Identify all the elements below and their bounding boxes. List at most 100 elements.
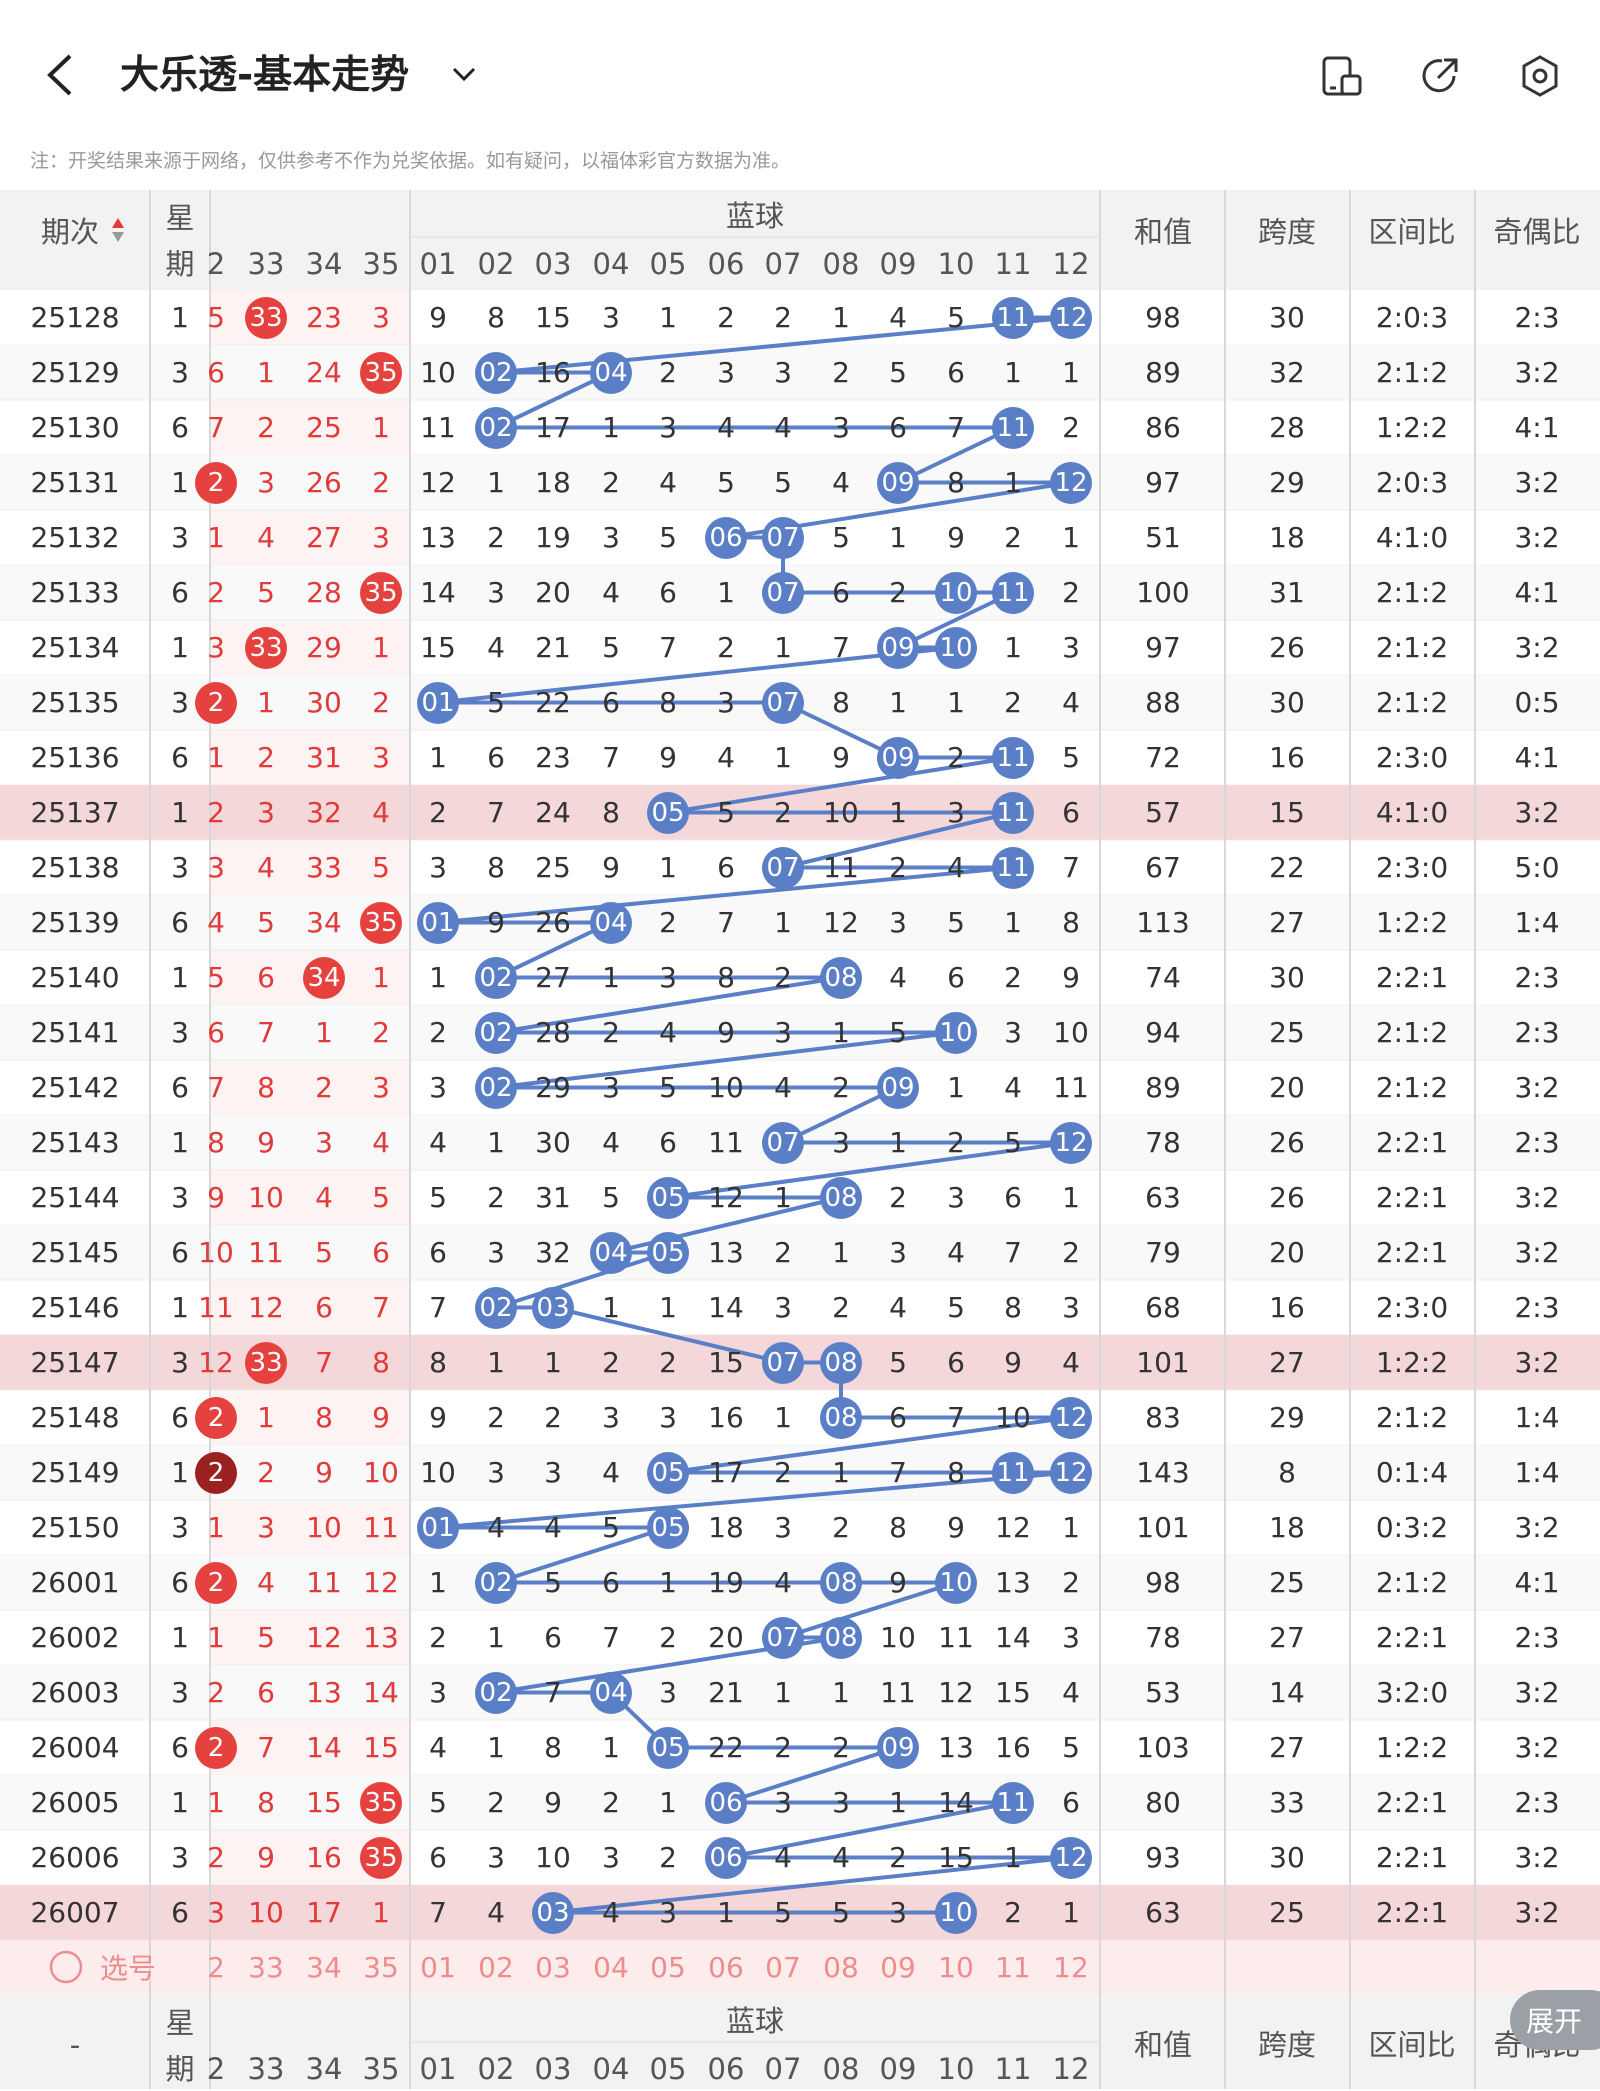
stat-cell: 98 bbox=[1145, 301, 1181, 334]
share-icon[interactable] bbox=[1418, 54, 1462, 98]
stat-cell: 29 bbox=[1269, 466, 1305, 499]
select-red-cell[interactable]: 35 bbox=[363, 1950, 399, 1984]
blue-miss-cell: 6 bbox=[602, 1566, 620, 1599]
select-blue-cell[interactable]: 10 bbox=[938, 1950, 974, 1984]
blue-miss-cell: 2 bbox=[1062, 1236, 1080, 1269]
page-title[interactable]: 大乐透-基本走势 bbox=[120, 53, 410, 98]
red-cell: 6 bbox=[257, 1676, 275, 1709]
blue-col-header: 04 bbox=[592, 247, 630, 281]
red-cell: 2 bbox=[195, 681, 237, 724]
back-icon[interactable] bbox=[40, 50, 80, 100]
blue-ball: 05 bbox=[647, 1231, 689, 1274]
stat-cell: 30 bbox=[1269, 301, 1305, 334]
blue-miss-cell: 2 bbox=[832, 1511, 850, 1544]
trend-line bbox=[437, 645, 957, 705]
select-red-cell[interactable]: 34 bbox=[306, 1950, 342, 1984]
select-blue-cell[interactable]: 09 bbox=[880, 1950, 916, 1984]
sort-icon[interactable] bbox=[110, 216, 126, 244]
stat-cell: 113 bbox=[1136, 906, 1190, 939]
blue-miss-cell: 3 bbox=[717, 356, 735, 389]
select-blue-cell[interactable]: 03 bbox=[535, 1950, 571, 1984]
expand-button[interactable]: 展开 bbox=[1510, 1990, 1600, 2050]
stat-cell: 2:2:1 bbox=[1375, 1896, 1449, 1929]
blue-miss-cell: 5 bbox=[602, 1511, 620, 1544]
stat-cell: 2:2:1 bbox=[1375, 1126, 1449, 1159]
blue-miss-cell: 4 bbox=[659, 1016, 677, 1049]
blue-miss-cell: 18 bbox=[708, 1511, 744, 1544]
week-cell: 1 bbox=[171, 1786, 189, 1819]
week-cell: 6 bbox=[171, 906, 189, 939]
stat-cell: 78 bbox=[1145, 1621, 1181, 1654]
red-cell: 17 bbox=[306, 1896, 342, 1929]
period-header[interactable]: 期次 bbox=[40, 215, 99, 249]
blue-miss-cell: 3 bbox=[889, 906, 907, 939]
blue-miss-cell: 2 bbox=[1062, 1566, 1080, 1599]
select-blue-cell[interactable]: 01 bbox=[420, 1950, 456, 1984]
red-col-header: 35 bbox=[362, 247, 400, 281]
blue-miss-cell: 1 bbox=[659, 1786, 677, 1819]
red-col-header: 2 bbox=[206, 247, 226, 281]
blue-ball: 09 bbox=[877, 626, 919, 669]
blue-miss-cell: 1 bbox=[1062, 521, 1080, 554]
select-blue-cell[interactable]: 11 bbox=[995, 1950, 1031, 1984]
red-cell: 5 bbox=[257, 1621, 275, 1654]
device-split-icon[interactable] bbox=[1320, 54, 1364, 98]
blue-miss-cell: 2 bbox=[487, 1181, 505, 1214]
blue-ball: 07 bbox=[762, 516, 804, 559]
red-cell: 33 bbox=[245, 1341, 287, 1384]
select-blue-cell[interactable]: 06 bbox=[708, 1950, 744, 1984]
red-cell: 9 bbox=[257, 1841, 275, 1874]
blue-miss-cell: 12 bbox=[823, 906, 859, 939]
select-radio-icon[interactable] bbox=[48, 1949, 84, 1985]
red-cell: 34 bbox=[303, 956, 345, 999]
select-blue-cell[interactable]: 05 bbox=[650, 1950, 686, 1984]
stat-cell: 3:2 bbox=[1514, 1236, 1560, 1269]
blue-ball: 10 bbox=[935, 1891, 977, 1934]
select-blue-cell[interactable]: 04 bbox=[593, 1950, 629, 1984]
period-cell: 25130 bbox=[30, 411, 120, 444]
stat-cell: 143 bbox=[1136, 1456, 1190, 1489]
row-stripe bbox=[0, 1225, 1600, 1280]
red-cell: 2 bbox=[372, 686, 390, 719]
period-cell: 25140 bbox=[30, 961, 120, 994]
select-red-cell[interactable]: 2 bbox=[207, 1950, 225, 1984]
red-cell: 33 bbox=[245, 296, 287, 339]
settings-hexagon-icon[interactable] bbox=[1518, 54, 1562, 98]
red-cell: 35 bbox=[360, 1781, 402, 1824]
chevron-down-icon[interactable] bbox=[450, 62, 478, 86]
select-blue-cell[interactable]: 07 bbox=[765, 1950, 801, 1984]
red-cell: 13 bbox=[306, 1676, 342, 1709]
select-blue-cell[interactable]: 12 bbox=[1053, 1950, 1089, 1984]
stat-cell: 4:1:0 bbox=[1375, 521, 1449, 554]
select-red-cell[interactable]: 33 bbox=[248, 1950, 284, 1984]
blue-miss-cell: 3 bbox=[1004, 1016, 1022, 1049]
blue-miss-cell: 1 bbox=[947, 686, 965, 719]
footer-blue-col: 04 bbox=[592, 2052, 630, 2086]
select-label[interactable]: 选号 bbox=[99, 1952, 156, 1985]
blue-ball: 12 bbox=[1050, 296, 1092, 339]
blue-miss-cell: 1 bbox=[717, 1896, 735, 1929]
blue-miss-cell: 4 bbox=[1062, 1346, 1080, 1379]
red-cell: 1 bbox=[257, 686, 275, 719]
week-cell: 1 bbox=[171, 1456, 189, 1489]
stat-cell: 2:2:1 bbox=[1375, 1786, 1449, 1819]
blue-ball: 11 bbox=[992, 1781, 1034, 1824]
blue-miss-cell: 7 bbox=[487, 796, 505, 829]
blue-miss-cell: 4 bbox=[1062, 1676, 1080, 1709]
blue-miss-cell: 13 bbox=[708, 1236, 744, 1269]
select-blue-cell[interactable]: 02 bbox=[478, 1950, 514, 1984]
blue-ball: 07 bbox=[762, 571, 804, 614]
blue-ball: 06 bbox=[705, 1781, 747, 1824]
footer-blue-col: 06 bbox=[707, 2052, 745, 2086]
blue-miss-cell: 2 bbox=[889, 851, 907, 884]
blue-miss-cell: 15 bbox=[535, 301, 571, 334]
trend-line bbox=[725, 1745, 899, 1805]
stat-cell: 0:5 bbox=[1514, 686, 1560, 719]
red-cell: 6 bbox=[207, 356, 225, 389]
blue-miss-cell: 9 bbox=[947, 1511, 965, 1544]
select-blue-cell[interactable]: 08 bbox=[823, 1950, 859, 1984]
footer-blue-col: 03 bbox=[534, 2052, 572, 2086]
red-cell: 3 bbox=[372, 741, 390, 774]
blue-miss-cell: 2 bbox=[832, 1071, 850, 1104]
red-cell: 28 bbox=[306, 576, 342, 609]
